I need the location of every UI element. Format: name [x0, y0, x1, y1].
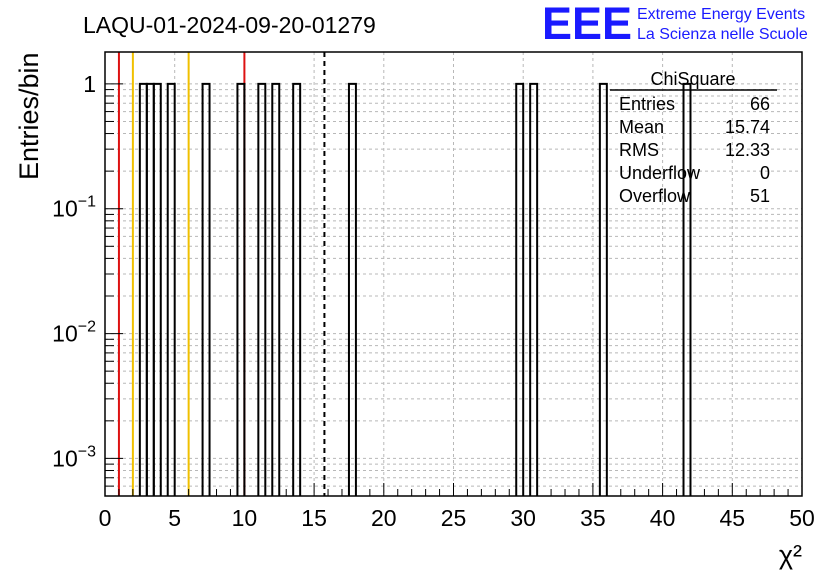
grid: [104, 52, 803, 497]
histogram-bar: [152, 82, 162, 496]
stats-row-value: 12.33: [725, 140, 770, 160]
eee-logo: EEE Extreme Energy Events La Scienza nel…: [542, 0, 808, 49]
stats-row-label: Entries: [619, 94, 675, 114]
stats-rows: Entries 66 Mean 15.74 RMS 12.33 Underflow 0 Over…: [619, 94, 770, 206]
chart-title: LAQU-01-2024-09-20-01279: [83, 12, 376, 38]
x-axis-label: χ²: [779, 540, 802, 570]
y-tick-label: 10−3: [52, 443, 96, 471]
stats-row-label: Mean: [619, 117, 664, 137]
y-tick-label: 10−1: [52, 194, 96, 222]
eee-logo-line1: Extreme Energy Events: [637, 6, 805, 23]
x-tick-label: 45: [720, 505, 746, 531]
histogram-bar: [682, 82, 692, 496]
x-tick-label: 25: [441, 505, 467, 531]
x-tick-label: 35: [580, 505, 606, 531]
histogram-bar: [201, 82, 211, 496]
axis-ticks: [104, 83, 803, 497]
x-tick-label: 50: [789, 505, 815, 531]
x-tick-label: 40: [650, 505, 676, 531]
stats-row-label: Overflow: [619, 186, 691, 206]
x-tick-label: 0: [99, 505, 112, 531]
histogram-bar: [292, 82, 302, 496]
x-tick-label: 15: [301, 505, 327, 531]
histogram-bar: [138, 82, 148, 496]
stats-box-title: ChiSquare: [650, 69, 735, 89]
stats-row-value: 51: [750, 186, 770, 206]
histogram-bar: [166, 82, 176, 496]
eee-logo-mark: EEE: [542, 0, 632, 49]
histogram-bar: [529, 82, 539, 496]
stats-row-label: Underflow: [619, 163, 701, 183]
histogram-bars: [138, 82, 692, 496]
y-tick-labels: 1 10−1 10−2 10−3: [52, 71, 96, 472]
y-axis-label: Entries/bin: [14, 52, 44, 180]
stats-row-value: 66: [750, 94, 770, 114]
histogram-bar: [257, 82, 267, 496]
stats-row-value: 0: [760, 163, 770, 183]
x-tick-label: 5: [168, 505, 181, 531]
stats-box: ChiSquare Entries 66 Mean 15.74 RMS 12.33 Unde…: [610, 69, 777, 206]
y-tick-label: 10−2: [52, 319, 96, 347]
histogram-bar: [598, 82, 608, 496]
histogram-bar: [515, 82, 525, 496]
histogram-bar: [347, 82, 357, 496]
stats-row-value: 15.74: [725, 117, 770, 137]
x-tick-label: 20: [371, 505, 397, 531]
histogram-bar: [271, 82, 281, 496]
x-tick-label: 30: [510, 505, 536, 531]
x-tick-label: 10: [232, 505, 258, 531]
histogram-bar: [145, 82, 155, 496]
histogram-bar: [236, 82, 246, 496]
x-tick-labels: 0 5 10 15 20 25 30 35 40 45 50: [99, 505, 815, 531]
stats-row-label: RMS: [619, 140, 659, 160]
y-tick-label: 1: [83, 71, 96, 97]
eee-logo-line2: La Scienza nelle Scuole: [637, 26, 808, 43]
